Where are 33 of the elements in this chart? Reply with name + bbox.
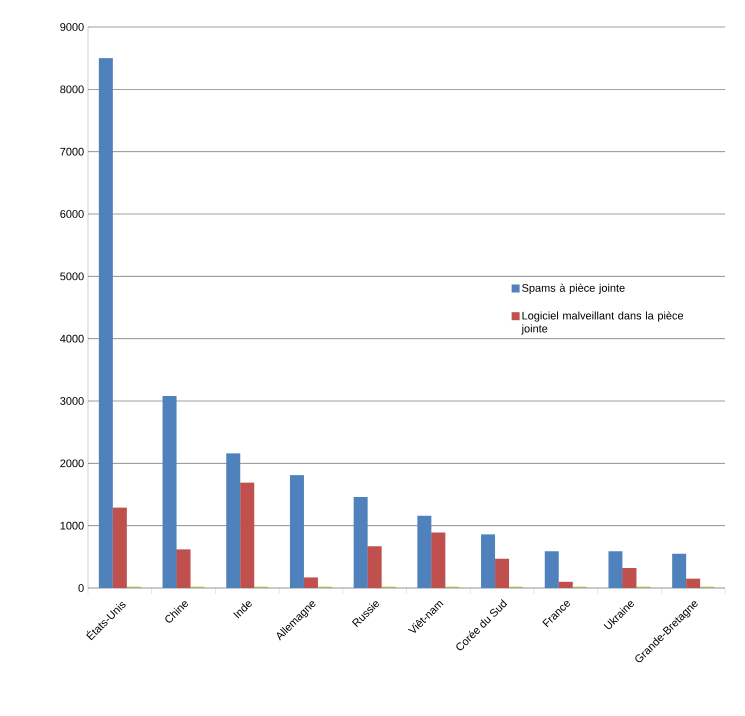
bar <box>686 578 700 588</box>
y-tick-label: 5000 <box>60 272 84 280</box>
bar <box>368 546 382 588</box>
y-tick-label: 2000 <box>60 459 84 468</box>
bar <box>112 508 127 588</box>
y-tick-label: 8000 <box>60 85 84 94</box>
y-tick-label: 0 <box>78 584 84 592</box>
y-tick-label: 3000 <box>60 397 84 405</box>
bar <box>431 532 446 588</box>
bar <box>290 475 304 588</box>
bar <box>98 58 113 588</box>
bar <box>226 453 240 588</box>
bar <box>622 568 636 588</box>
y-tick-label: 9000 <box>60 23 84 31</box>
bar <box>608 551 622 588</box>
legend-label: Spams à pièce jointe <box>522 284 625 294</box>
bar <box>162 396 177 588</box>
bar <box>558 582 573 588</box>
bar <box>672 554 686 588</box>
y-tick-label: 4000 <box>60 334 84 343</box>
bar <box>304 577 318 588</box>
x-tick-label: Inde <box>233 601 252 618</box>
y-tick-label: 7000 <box>60 148 84 156</box>
bar <box>240 482 254 588</box>
bar <box>481 534 496 588</box>
bar <box>417 516 432 588</box>
bar <box>354 496 368 588</box>
y-tick-label: 1000 <box>60 522 84 530</box>
bar <box>176 549 191 588</box>
y-tick-label: 6000 <box>60 210 84 218</box>
bar <box>544 551 559 588</box>
legend-label: Logiciel malveillant dans la pièce jointe <box>521 311 684 335</box>
bar <box>495 558 510 588</box>
